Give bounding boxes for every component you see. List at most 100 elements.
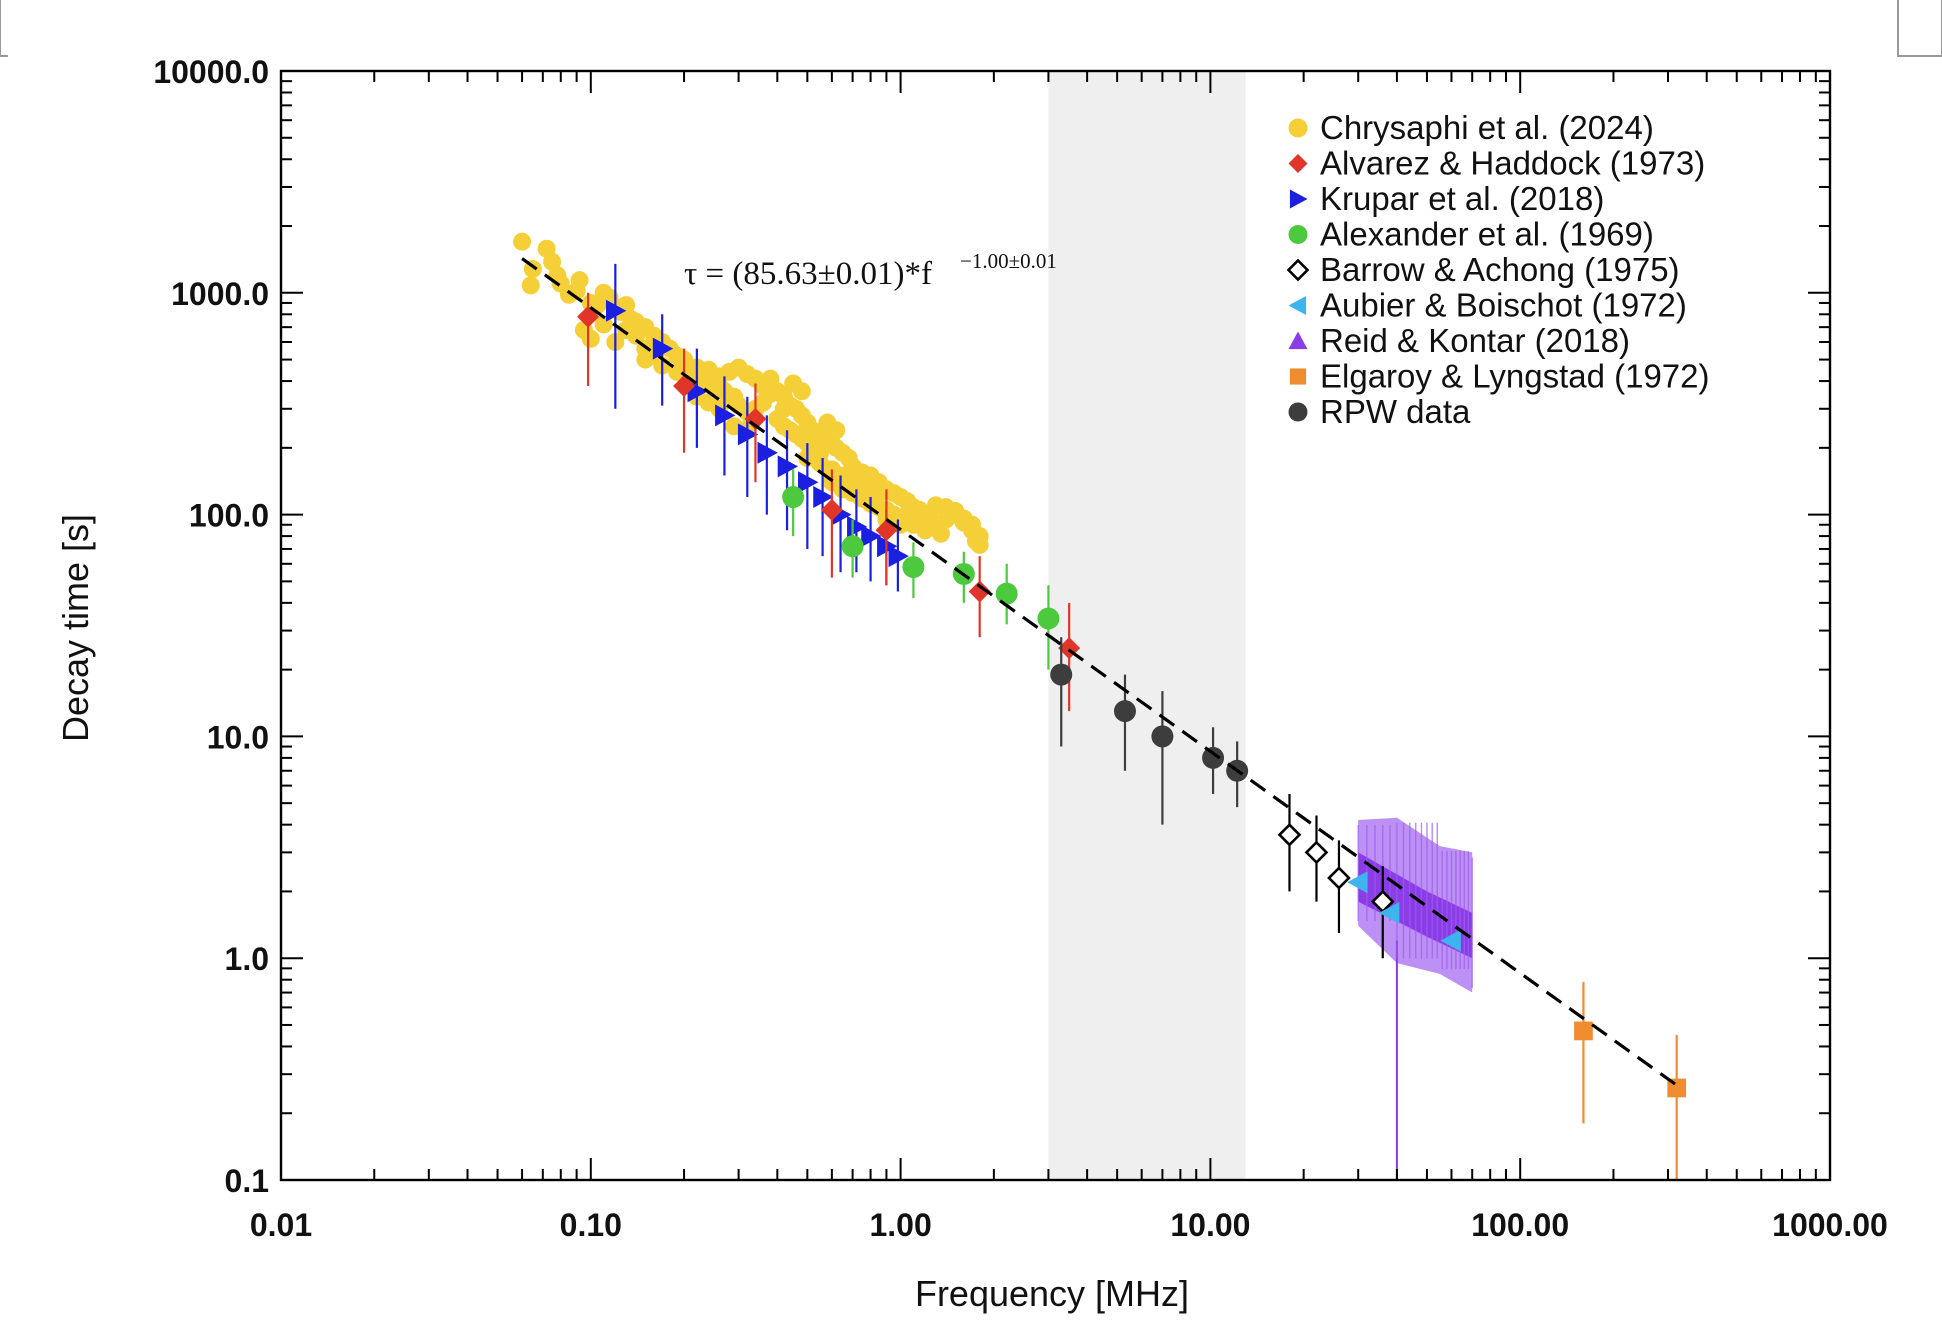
data-point (744, 407, 767, 430)
legend-marker (1289, 189, 1308, 209)
legend-marker (1288, 402, 1308, 422)
x-tick-label: 1000.00 (1772, 1207, 1888, 1243)
legend-label: Alvarez & Haddock (1973) (1320, 145, 1705, 182)
x-tick-label: 0.01 (250, 1207, 312, 1243)
legend-label: Reid & Kontar (2018) (1320, 322, 1630, 359)
data-layer (513, 232, 1687, 1180)
data-point (888, 545, 909, 568)
data-point (841, 535, 864, 558)
legend-item-chrysaphi-et-al-2024: Chrysaphi et al. (2024) (1288, 109, 1654, 146)
axes-layer: 0.01 0.10 1.00 10.00 100.00 1000.00 0.1 1.0 10.0… (153, 54, 1888, 1243)
legend-label: Elgaroy & Lyngstad (1972) (1320, 358, 1710, 395)
data-point (968, 580, 991, 603)
data-point (1050, 663, 1073, 686)
data-point (782, 486, 805, 509)
data-point (1440, 929, 1461, 952)
data-point (1202, 746, 1225, 769)
legend-marker (1288, 331, 1308, 350)
fit-formula-exponent: −1.00±0.01 (960, 249, 1057, 273)
chrysaphi-point (543, 252, 562, 271)
data-point (1574, 1021, 1593, 1041)
y-axis-title: Decay time [s] (55, 514, 96, 742)
fit-line (521, 257, 1682, 1090)
chrysaphi-point (774, 399, 793, 418)
data-point (1347, 871, 1368, 894)
data-point (813, 486, 834, 509)
chrysaphi-point (710, 377, 729, 396)
data-point (1277, 822, 1302, 847)
data-point (797, 471, 819, 494)
chrysaphi-point (581, 329, 600, 348)
series-alvarez-haddock-1973 (577, 292, 1081, 712)
legend-label: Chrysaphi et al. (2024) (1320, 109, 1654, 146)
chrysaphi-point (827, 421, 846, 440)
data-point (715, 404, 736, 427)
chrysaphi-point (931, 524, 950, 543)
legend-marker (1288, 154, 1308, 173)
data-point (605, 299, 627, 322)
x-tick-label: 100.00 (1471, 1207, 1569, 1243)
legend-item-krupar-et-al-2018: Krupar et al. (2018) (1289, 180, 1604, 217)
data-point (1151, 725, 1174, 748)
x-tick-label: 1.00 (869, 1207, 931, 1243)
legend-marker (1286, 258, 1310, 282)
x-tick-label: 10.00 (1170, 1207, 1250, 1243)
data-point (737, 423, 759, 446)
chrysaphi-point (551, 274, 570, 293)
chrysaphi-point (962, 515, 981, 534)
legend-item-reid-kontar-2018: Reid & Kontar (2018) (1288, 322, 1630, 359)
plot-frame (279, 69, 1832, 1182)
data-point (652, 337, 674, 360)
data-point (673, 375, 696, 398)
y-tick-label: 1.0 (225, 941, 269, 977)
data-point (995, 582, 1018, 605)
text-layer: Frequency [MHz] Decay time [s] τ = (85.6… (55, 249, 1189, 1314)
chrysaphi-point (521, 276, 540, 295)
legend-item-rpw-data: RPW data (1288, 393, 1471, 430)
data-point (1037, 607, 1060, 630)
data-point (1379, 901, 1400, 924)
legend-label: Krupar et al. (2018) (1320, 180, 1604, 217)
data-point (902, 556, 925, 579)
y-tick-label: 0.1 (225, 1163, 269, 1199)
chrysaphi-point (970, 535, 989, 554)
legend-marker (1289, 368, 1307, 385)
y-tick-label: 10000.0 (153, 54, 269, 90)
series-alexander-et-al-1969 (782, 469, 1060, 670)
legend-item-alexander-et-al-1969: Alexander et al. (1969) (1288, 216, 1654, 253)
legend-item-elgaroy-lyngstad-1972: Elgaroy & Lyngstad (1972) (1289, 358, 1710, 395)
chrysaphi-point (792, 382, 811, 401)
legend-item-alvarez-haddock-1973: Alvarez & Haddock (1973) (1288, 145, 1705, 182)
chrysaphi-point (513, 232, 532, 251)
fit-formula-label: τ = (85.63±0.01)*f (684, 256, 932, 292)
shaded-band (1048, 71, 1246, 1180)
series-aubier-boischot-1972 (1347, 871, 1461, 952)
legend-label: Alexander et al. (1969) (1320, 216, 1654, 253)
legend-label: RPW data (1320, 393, 1471, 430)
x-axis-title: Frequency [MHz] (915, 1273, 1189, 1314)
legend-marker (1288, 225, 1308, 244)
y-tick-label: 1000.0 (171, 276, 269, 312)
corner-marks (0, 0, 1942, 57)
legend: Chrysaphi et al. (2024)Alvarez & Haddock… (1286, 109, 1710, 430)
x-tick-label: 0.10 (560, 1207, 622, 1243)
legend-label: Barrow & Achong (1975) (1320, 251, 1680, 288)
y-tick-label: 10.0 (207, 719, 269, 755)
chrysaphi-point (761, 369, 780, 388)
data-point (820, 498, 843, 521)
data-point (777, 455, 799, 478)
data-point (757, 441, 778, 464)
series-reid-kontar-2018 (1357, 817, 1473, 1180)
legend-marker (1288, 296, 1307, 315)
legend-item-aubier-boischot-1972: Aubier & Boischot (1972) (1288, 287, 1687, 324)
data-point (861, 525, 882, 548)
legend-label: Aubier & Boischot (1972) (1320, 287, 1687, 324)
chrysaphi-point (636, 350, 655, 369)
series-rpw-data (1050, 637, 1249, 825)
data-point (1327, 866, 1351, 890)
legend-marker (1288, 118, 1308, 138)
data-point (1113, 700, 1136, 723)
chrysaphi-point (600, 288, 619, 307)
y-tick-label: 100.0 (189, 498, 269, 534)
